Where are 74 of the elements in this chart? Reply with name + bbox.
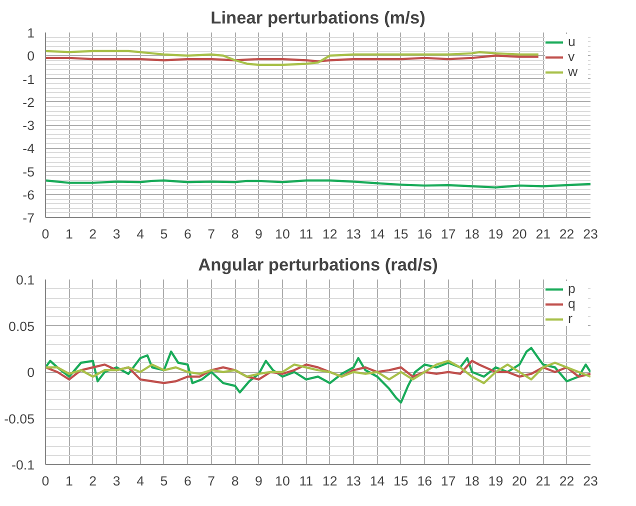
legend-label: r [568, 311, 574, 326]
x-tick-label: 16 [417, 474, 432, 488]
x-tick-label: 15 [394, 474, 408, 488]
x-tick-label: 4 [136, 226, 145, 242]
x-tick-label: 8 [231, 474, 239, 488]
x-tick-label: 18 [464, 474, 480, 488]
x-tick-label: 14 [370, 226, 386, 242]
legend-label: u [568, 34, 576, 49]
x-tick-label: 8 [231, 226, 239, 242]
y-tick-label: 0 [27, 48, 35, 64]
x-tick-label: 11 [299, 474, 314, 488]
x-tick-label: 22 [559, 226, 574, 242]
x-tick-label: 23 [583, 474, 598, 488]
x-tick-label: 16 [417, 226, 432, 242]
y-tick-label: -0.1 [12, 458, 34, 472]
y-tick-label: -3 [22, 118, 35, 133]
x-tick-label: 18 [464, 226, 480, 242]
x-tick-label: 22 [559, 474, 574, 488]
x-tick-label: 17 [440, 474, 456, 488]
x-tick-label: 20 [512, 226, 527, 242]
x-tick-label: 2 [89, 474, 97, 488]
y-tick-label: -6 [22, 187, 35, 202]
x-tick-label: 1 [65, 226, 73, 242]
y-tick-label: 0.05 [8, 318, 35, 334]
chart-title: Linear perturbations (m/s) [210, 8, 426, 28]
legend-label: p [568, 281, 576, 296]
x-tick-label: 21 [536, 226, 551, 242]
x-tick-label: 6 [184, 474, 192, 488]
x-tick-label: 12 [322, 226, 338, 242]
legend-label: v [568, 49, 576, 64]
x-tick-label: 1 [65, 474, 73, 488]
y-tick-label: 1 [27, 26, 35, 40]
y-tick-label: -2 [22, 94, 35, 110]
x-tick-label: 10 [275, 474, 290, 488]
line-series [46, 346, 590, 404]
x-tick-label: 6 [184, 226, 192, 242]
x-tick-label: 11 [299, 226, 314, 242]
x-tick-label: 15 [394, 226, 408, 242]
x-tick-label: 21 [536, 474, 551, 488]
x-tick-label: 17 [440, 226, 456, 242]
y-tick-label: -0.05 [4, 411, 35, 426]
x-tick-label: 5 [160, 226, 168, 242]
x-tick-label: 7 [208, 474, 216, 488]
x-tick-label: 23 [583, 226, 598, 242]
x-tick-label: 0 [42, 226, 50, 242]
x-tick-label: 13 [346, 474, 361, 488]
x-tick-label: 5 [160, 474, 168, 488]
x-tick-label: 3 [112, 474, 120, 488]
x-tick-label: 10 [275, 226, 290, 242]
x-tick-label: 2 [89, 226, 97, 242]
y-tick-label: -1 [22, 72, 35, 87]
x-tick-label: 7 [208, 226, 216, 242]
y-tick-label: 0.1 [16, 272, 35, 288]
x-tick-label: 9 [255, 474, 262, 488]
x-tick-label: 0 [42, 474, 50, 488]
x-tick-label: 3 [112, 226, 120, 242]
line-series [46, 50, 540, 66]
x-tick-label: 13 [346, 226, 361, 242]
x-tick-label: 19 [488, 474, 504, 488]
y-tick-label: -7 [22, 210, 35, 226]
x-tick-label: 14 [370, 474, 386, 488]
x-tick-label: 19 [488, 226, 504, 242]
line-series [46, 360, 590, 384]
line-series [46, 179, 590, 189]
y-tick-label: -5 [22, 164, 35, 180]
x-tick-label: 12 [322, 474, 338, 488]
y-tick-label: -4 [22, 141, 36, 156]
x-tick-label: 4 [136, 474, 145, 488]
x-tick-label: 20 [512, 474, 527, 488]
legend-label: w [568, 64, 579, 79]
chart-title: Angular perturbations (rad/s) [198, 254, 438, 274]
x-tick-label: 9 [255, 226, 262, 242]
legend-label: q [568, 296, 576, 311]
y-tick-label: 0 [27, 365, 35, 380]
